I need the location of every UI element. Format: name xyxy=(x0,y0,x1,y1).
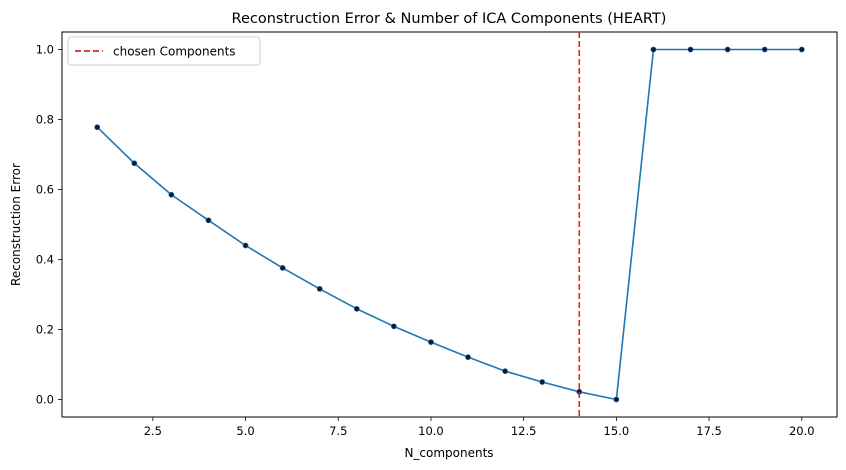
legend-box xyxy=(67,36,261,66)
data-point xyxy=(353,305,360,312)
x-axis-label: N_components xyxy=(404,446,493,460)
data-point xyxy=(279,264,286,271)
data-point xyxy=(168,191,175,198)
y-tick-label: 0.4 xyxy=(36,253,54,267)
x-tick-label: 12.5 xyxy=(511,424,537,438)
legend: chosen Components xyxy=(67,36,261,66)
data-point xyxy=(613,396,620,403)
data-point xyxy=(798,46,805,53)
data-point xyxy=(131,160,138,167)
y-tick-label: 0.8 xyxy=(36,113,54,127)
data-point xyxy=(205,217,212,224)
data-point xyxy=(428,339,434,345)
series-layer xyxy=(94,46,805,403)
data-point xyxy=(539,379,546,385)
y-tick-label: 0.2 xyxy=(36,323,54,337)
x-axis-ticks: 2.5 5.0 7.5 10.0 12.5 15.0 17.5 20.0 xyxy=(144,417,815,438)
data-point xyxy=(502,368,509,375)
legend-label-chosen-components: chosen Components xyxy=(113,45,236,59)
data-point xyxy=(316,285,323,292)
x-tick-label: 7.5 xyxy=(329,424,347,438)
chart-title: Reconstruction Error & Number of ICA Com… xyxy=(232,11,667,27)
data-point xyxy=(94,124,101,131)
data-point xyxy=(687,46,694,53)
series-line xyxy=(96,48,802,401)
y-tick-label: 0.0 xyxy=(36,393,54,407)
data-point xyxy=(465,354,471,361)
x-tick-label: 15.0 xyxy=(604,424,630,438)
x-tick-label: 10.0 xyxy=(418,424,444,438)
plot-frame xyxy=(61,31,838,418)
x-tick-label: 17.5 xyxy=(696,424,722,438)
y-axis-ticks: 0.0 0.2 0.4 0.6 0.8 1.0 xyxy=(36,43,62,407)
data-point xyxy=(242,242,249,249)
data-point xyxy=(761,46,768,53)
x-tick-label: 20.0 xyxy=(789,424,815,438)
y-tick-label: 0.6 xyxy=(36,183,54,197)
y-tick-label: 1.0 xyxy=(36,43,54,57)
data-point xyxy=(724,46,731,53)
y-axis-label: Reconstruction Error xyxy=(9,163,23,286)
x-tick-label: 2.5 xyxy=(144,424,162,438)
data-point xyxy=(650,46,657,53)
data-point xyxy=(390,323,397,330)
x-tick-label: 5.0 xyxy=(236,424,254,438)
